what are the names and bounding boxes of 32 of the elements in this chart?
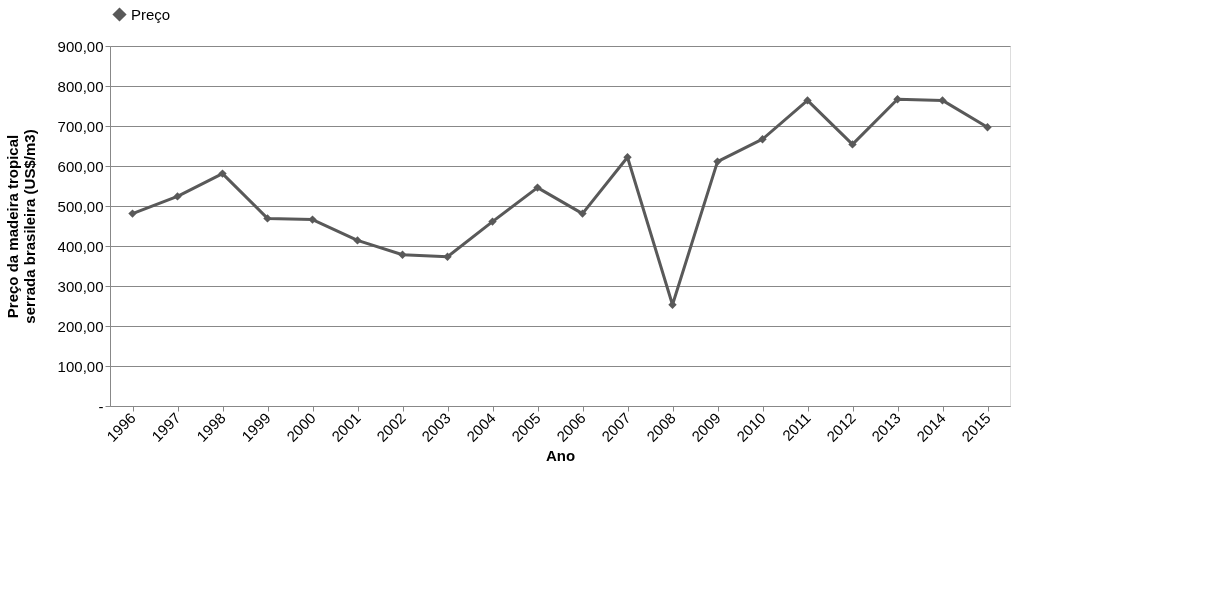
- point: [308, 215, 317, 224]
- y-tick-label: 500,00: [57, 197, 104, 215]
- y-tick-label: 300,00: [57, 277, 104, 295]
- y-tick-label: 600,00: [57, 157, 104, 175]
- y-tick-label: -: [98, 397, 104, 415]
- point: [398, 250, 407, 259]
- point: [758, 135, 767, 144]
- point: [803, 96, 812, 105]
- y-tick-label: 700,00: [57, 117, 104, 135]
- point: [893, 95, 902, 104]
- legend-label: Preço: [131, 5, 171, 23]
- point: [353, 236, 362, 245]
- point: [173, 192, 182, 201]
- point: [488, 217, 497, 226]
- point: [443, 252, 452, 261]
- point: [938, 96, 947, 105]
- point: [848, 140, 857, 149]
- point: [713, 157, 722, 166]
- y-tick-label: 400,00: [57, 237, 104, 255]
- point: [533, 183, 542, 192]
- point: [578, 209, 587, 218]
- y-axis-title: Preço da madeira tropical serrada brasileira (US$/m3): [3, 129, 38, 324]
- point: [218, 169, 227, 178]
- y-tick-label: 200,00: [57, 317, 104, 335]
- y-tick-label: 900,00: [57, 37, 104, 55]
- y-tick-label: 100,00: [57, 357, 104, 375]
- point: [263, 214, 272, 223]
- point: [983, 123, 992, 132]
- x-axis-title: Ano: [545, 446, 576, 464]
- point: [128, 209, 137, 218]
- point: [623, 153, 632, 162]
- y-tick-label: 800,00: [57, 77, 104, 95]
